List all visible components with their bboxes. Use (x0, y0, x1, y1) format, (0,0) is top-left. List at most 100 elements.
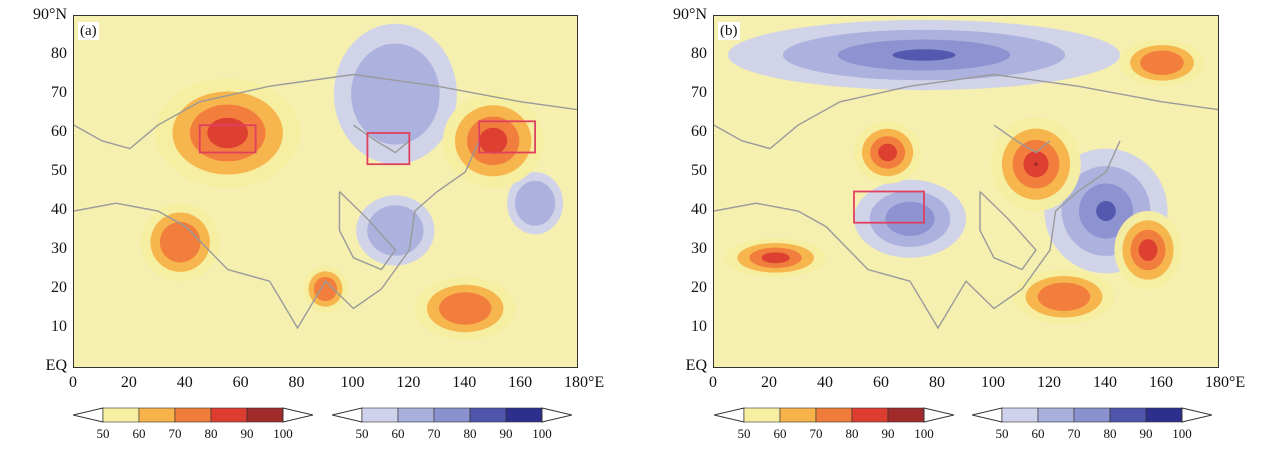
region-box-siberia (366, 132, 411, 166)
lat-tick-label: EQ (685, 357, 707, 374)
lat-tick-label: 60 (691, 123, 707, 140)
contour-map-b (714, 16, 1218, 367)
lon-tick-label: 140 (1093, 374, 1117, 391)
colorbar-segment-0 (361, 407, 399, 423)
colorbar-left-arrow (972, 407, 1003, 423)
lat-tick-label: 20 (51, 279, 67, 296)
colorbar-tick-label: 100 (532, 426, 552, 441)
lat-tick-label: 90°N (33, 6, 67, 23)
colorbar-tick-label: 60 (391, 426, 405, 441)
colorbar-left-arrow (714, 407, 745, 423)
lon-tick-label: 0 (69, 374, 77, 391)
coastline-1 (714, 140, 1121, 330)
warm-contour-0-3 (878, 143, 898, 162)
map-panel-a: (a) (73, 15, 578, 368)
colorbar-tick-label: 50 (96, 426, 110, 441)
colorbar-warm-b (714, 407, 954, 423)
colorbar-segment-1 (1037, 407, 1075, 423)
colorbar-segment-3 (469, 407, 507, 423)
warm-contour-1-3 (479, 127, 508, 154)
lon-tick-label: 20 (120, 374, 137, 391)
colorbar-segment-1 (397, 407, 435, 423)
lat-tick-label: 60 (51, 123, 67, 140)
contour-map-a (74, 16, 577, 367)
colorbar-segment-0 (102, 407, 140, 423)
region-box-europe (198, 124, 257, 154)
coastline-2 (338, 190, 397, 271)
colorbar-segment-3 (210, 407, 248, 423)
colorbar-left-arrow (73, 407, 104, 423)
coastline-3 (993, 124, 1051, 154)
warm-contour-3-2 (313, 276, 338, 302)
colorbar-tick-label: 50 (737, 426, 751, 441)
colorbar-tick-label: 100 (914, 426, 934, 441)
lat-tick-label: 90°N (673, 6, 707, 23)
lon-tick-label: 120 (1037, 374, 1061, 391)
lon-tick-label: 100 (340, 374, 365, 391)
cold-contour-1-3 (1096, 201, 1116, 221)
lon-tick-label: 80 (929, 374, 945, 391)
colorbar-right-arrow (1181, 407, 1212, 423)
colorbar-segment-2 (1073, 407, 1111, 423)
colorbar-tick-label: 70 (809, 426, 823, 441)
lat-tick-label: 50 (51, 162, 67, 179)
colorbar-segment-2 (433, 407, 471, 423)
warm-contour-2-3 (761, 252, 790, 264)
lat-tick-label: 40 (51, 201, 67, 218)
colorbar-tick-label: 70 (1067, 426, 1081, 441)
lat-tick-label: 40 (691, 201, 707, 218)
lat-tick-label: 70 (51, 84, 67, 101)
lat-tick-label: 30 (691, 240, 707, 257)
cold-contour-0-1 (351, 43, 440, 145)
lon-tick-label: 160 (1149, 374, 1173, 391)
lat-tick-label: 10 (691, 318, 707, 335)
colorbar-left-arrow (332, 407, 363, 423)
lon-tick-label: 80 (288, 374, 305, 391)
colorbar-tick-label: 80 (845, 426, 859, 441)
colorbar-tick-label: 50 (995, 426, 1009, 441)
colorbar-warm-a (73, 407, 313, 423)
cold-contour-1-1 (367, 205, 424, 256)
lon-tick-label: 160 (508, 374, 533, 391)
warm-contour-0-3 (207, 117, 249, 149)
coastline-3 (353, 124, 410, 154)
colorbar-right-arrow (923, 407, 954, 423)
warm-contour-2-2 (159, 221, 201, 263)
lon-tick-label: 60 (232, 374, 249, 391)
lon-tick-label: 20 (761, 374, 777, 391)
colorbar-segment-4 (246, 407, 284, 423)
lat-tick-label: 70 (691, 84, 707, 101)
colorbar-tick-label: 50 (355, 426, 369, 441)
panel-label-a: (a) (78, 22, 99, 40)
colorbar-segment-2 (815, 407, 853, 423)
lat-tick-label: EQ (45, 357, 67, 374)
colorbar-tick-label: 70 (427, 426, 441, 441)
lon-tick-label: 100 (981, 374, 1005, 391)
lon-tick-label: 120 (396, 374, 421, 391)
lat-tick-label: 50 (691, 162, 707, 179)
colorbar-right-arrow (541, 407, 572, 423)
lat-tick-label: 80 (691, 45, 707, 62)
lon-tick-label: 0 (709, 374, 717, 391)
colorbar-segment-4 (505, 407, 543, 423)
colorbar-tick-label: 90 (881, 426, 895, 441)
lat-tick-label: 10 (51, 318, 67, 335)
colorbar-tick-label: 80 (1103, 426, 1117, 441)
colorbar-segment-2 (174, 407, 212, 423)
colorbar-tick-label: 80 (463, 426, 477, 441)
colorbar-segment-0 (743, 407, 781, 423)
lat-tick-label: 20 (691, 279, 707, 296)
coastline-1 (74, 140, 480, 330)
lon-tick-label: 60 (873, 374, 889, 391)
colorbar-segment-4 (887, 407, 925, 423)
lon-tick-label: 140 (452, 374, 477, 391)
map-panel-b: (b) (713, 15, 1219, 368)
lon-tick-label: 40 (817, 374, 833, 391)
colorbar-tick-label: 60 (132, 426, 146, 441)
lon-tick-label: 40 (176, 374, 193, 391)
warm-contour-1-4 (1034, 162, 1038, 167)
cold-contour-2-1 (514, 180, 556, 226)
colorbar-tick-label: 70 (168, 426, 182, 441)
colorbar-segment-3 (851, 407, 889, 423)
cold-contour-0-3 (892, 49, 956, 61)
